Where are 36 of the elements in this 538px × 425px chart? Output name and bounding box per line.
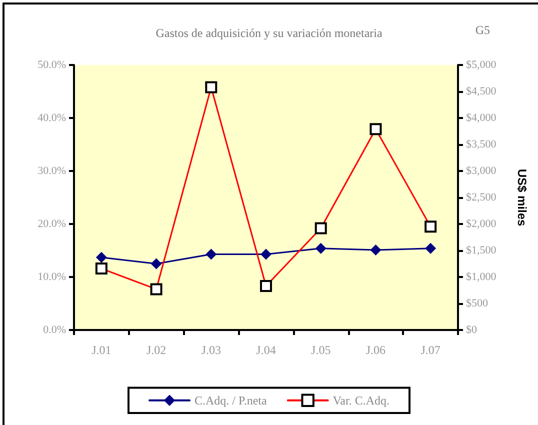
y2-tick-label: $1,000 [466, 271, 497, 283]
point [370, 244, 382, 256]
y2-tick-label: $4,000 [466, 112, 497, 124]
y2-tick-label: $3,500 [466, 138, 497, 150]
x-tick-label: J.06 [366, 343, 386, 357]
x-tick-label: J.03 [201, 343, 221, 357]
y2-tick-label: $3,000 [466, 165, 497, 177]
y2-tick-label: $5,000 [466, 59, 497, 71]
y2-tick-label: $1,500 [466, 244, 497, 256]
y2-tick-label: $4,500 [466, 86, 497, 98]
x-tick-label: J.01 [92, 343, 112, 357]
y-tick-label: 50.0% [38, 59, 66, 71]
y2-tick-label: $0 [466, 324, 478, 336]
point [150, 258, 162, 270]
x-tick-label: J.07 [420, 343, 440, 357]
x-tick-label: J.05 [311, 343, 331, 357]
legend-label: C.Adq. / P.neta [194, 393, 268, 408]
point [425, 242, 436, 254]
chart-title: Gastos de adquisición y su variación monetaria [156, 26, 383, 40]
y2-tick-label: $500 [466, 298, 488, 310]
y-tick-label: 10.0% [38, 271, 66, 283]
y-tick-label: 30.0% [38, 165, 66, 177]
point [260, 248, 272, 260]
text: G5 [475, 23, 490, 37]
point [315, 242, 326, 254]
y-tick-label: 40.0% [38, 112, 66, 124]
x-tick-label: J.04 [256, 343, 276, 357]
y2-tick-label: $2,000 [466, 218, 497, 230]
y-tick-label: 20.0% [38, 218, 66, 230]
point [206, 248, 217, 260]
x-tick-label: J.02 [146, 343, 166, 357]
point [96, 252, 107, 263]
y2-tick-label: $2,500 [466, 192, 497, 204]
y-tick-label: 0.0% [43, 324, 66, 336]
legend-label: Var. C.Adq. [332, 393, 390, 408]
y2-axis-title: US$ miles [515, 168, 529, 226]
